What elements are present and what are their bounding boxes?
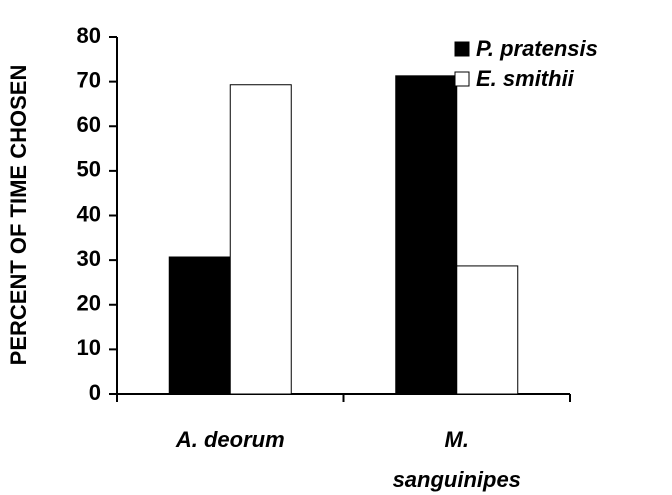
legend-label: P. pratensis — [476, 36, 598, 61]
y-tick-label: 80 — [77, 23, 101, 48]
y-tick-label: 0 — [89, 380, 101, 405]
y-tick-label: 20 — [77, 291, 101, 316]
y-tick-label: 30 — [77, 246, 101, 271]
y-axis-label: PERCENT OF TIME CHOSEN — [6, 65, 31, 366]
y-tick-label: 40 — [77, 201, 101, 226]
legend-swatch — [454, 71, 470, 87]
bar — [229, 84, 292, 395]
legend-label: E. smithii — [476, 66, 575, 91]
bar — [168, 256, 231, 395]
y-tick-label: 50 — [77, 157, 101, 182]
x-tick-label: A. deorum — [175, 427, 285, 452]
bar — [395, 75, 458, 395]
legend-swatch — [454, 41, 470, 57]
y-tick-label: 10 — [77, 335, 101, 360]
x-tick-label: M. sanguinipes — [392, 427, 521, 492]
y-tick-label: 60 — [77, 112, 101, 137]
y-tick-label: 70 — [77, 67, 101, 92]
bar — [456, 265, 519, 395]
